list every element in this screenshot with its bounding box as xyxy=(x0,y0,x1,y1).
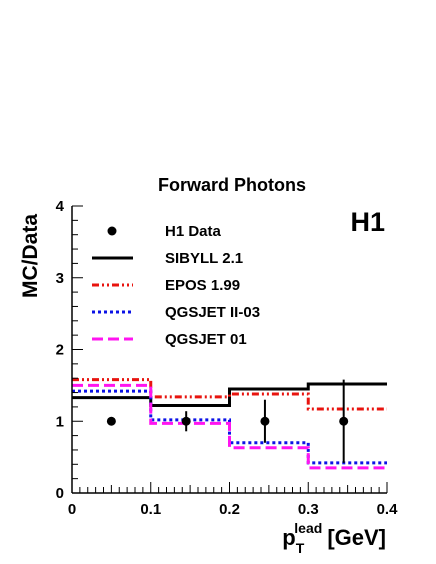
data-point-3 xyxy=(339,416,349,426)
data-point-1 xyxy=(181,416,191,426)
x-axis-label-sup: lead xyxy=(294,520,322,536)
legend-marker-data xyxy=(107,226,117,236)
x-axis-label-unit: [GeV] xyxy=(327,525,386,550)
legend-label-2: QGSJET II-03 xyxy=(165,304,260,321)
axes: 0 1 2 3 4 0 0.1 0.2 0.3 0.4 xyxy=(56,198,398,518)
x-axis-label-main: p xyxy=(282,525,295,550)
x-tick-label-4: 0.4 xyxy=(377,501,399,518)
legend-label-1: EPOS 1.99 xyxy=(165,277,240,294)
y-tick-label-4: 4 xyxy=(56,198,65,215)
x-tick-label-3: 0.3 xyxy=(298,501,319,518)
legend: H1 Data SIBYLL 2.1 EPOS 1.99 QGSJET II-03 QG… xyxy=(92,223,260,348)
x-tick-label-1: 0.1 xyxy=(140,501,161,518)
y-axis-label: MC/Data xyxy=(19,214,42,298)
h1-tag: H1 xyxy=(350,207,385,237)
series-line-1 xyxy=(72,378,387,411)
legend-label-3: QGSJET 01 xyxy=(165,331,247,348)
x-axis-label: pTlead [GeV] xyxy=(282,520,386,556)
chart-title: Forward Photons xyxy=(158,175,306,195)
legend-label-data: H1 Data xyxy=(165,223,222,240)
plot-area xyxy=(72,378,387,470)
y-tick-label-3: 3 xyxy=(56,270,64,287)
series-line-3 xyxy=(72,383,387,470)
x-axis-label-sub: T xyxy=(296,540,305,556)
y-tick-label-2: 2 xyxy=(56,342,64,359)
data-point-2 xyxy=(260,416,270,426)
y-tick-label-0: 0 xyxy=(56,485,64,502)
x-tick-label-2: 0.2 xyxy=(219,501,240,518)
legend-label-0: SIBYLL 2.1 xyxy=(165,250,243,267)
y-tick-label-1: 1 xyxy=(56,413,64,430)
x-tick-label-0: 0 xyxy=(68,501,76,518)
data-point-0 xyxy=(106,416,116,426)
